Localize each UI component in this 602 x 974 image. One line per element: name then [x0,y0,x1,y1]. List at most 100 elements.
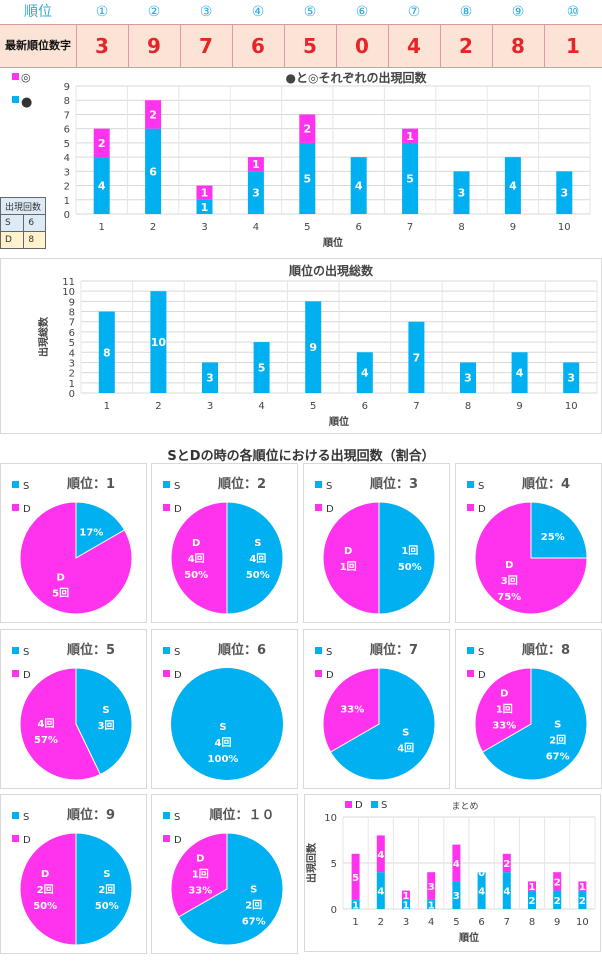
legend-label-d: D [326,504,334,515]
rank-header-6: ⑥ [355,4,369,20]
bar [299,142,316,214]
data-label: 0 [478,868,485,879]
pie-svg: 順位：8 S D S 2回 67% D 1回 33% [467,642,588,781]
y-tick-label: 1 [64,196,70,207]
y-tick-label: 5 [64,139,70,150]
bar [196,185,213,200]
legend-label-s: S [174,647,180,658]
bar [460,362,476,393]
bar [453,171,470,214]
pie-svg: 順位：4 S D 25% D 3回 75% [467,476,588,615]
legend-swatch-d [163,835,170,842]
pie-data-label: D [56,573,64,584]
pie-data-label: 3回 [501,575,518,587]
bar [93,128,110,158]
data-label: 9 [309,341,317,354]
pie-data-label: S [402,727,409,738]
bar [402,899,410,909]
pie-slice [171,668,283,780]
pie-title: 順位：1 [67,476,115,492]
legend-label-d: D [23,504,31,515]
pie-data-label: 50% [33,901,57,912]
y-tick-label: 9 [69,297,75,308]
pie-slice [177,832,284,946]
legend-swatch-s [163,647,170,654]
pie-data-label: 50% [398,562,422,573]
bar [351,853,360,900]
bar [477,872,486,909]
y-tick-label: 4 [69,348,75,359]
latest-number-4: 6 [232,25,285,67]
bar [145,128,162,214]
x-tick-label: 8 [458,222,464,233]
data-label: 1 [406,130,414,143]
rank-header-4: ④ [251,4,265,20]
bar [502,853,511,873]
pie-data-label: D [196,854,204,865]
pie-slice [322,501,380,615]
pie-section-title: SとDの時の各順位における出現回数（割合） [167,449,435,464]
pie-data-label: 17% [79,527,103,538]
pie-data-label: 4回 [249,553,266,565]
data-label: 3 [252,187,260,200]
pie-panel: 順位：１０ S D S 2回 67% D 1回 33% [151,794,298,954]
legend-label-s: S [326,481,332,492]
chart-title: まとめ [451,801,478,812]
data-label: 4 [509,180,517,193]
data-label: 4 [516,367,524,380]
bar [253,342,270,393]
legend-swatch-s [12,481,19,488]
data-label: 5 [406,172,414,185]
data-label: 5 [258,362,266,375]
y-tick-label: 10 [62,287,75,298]
legend-label-s: S [326,647,332,658]
legend-swatch-d [467,504,474,511]
rank-header-7: ⑦ [407,4,421,20]
x-tick-label: 7 [504,917,510,928]
latest-number-7: 4 [388,25,441,67]
x-axis-label: 順位 [458,931,479,944]
pie-title: 順位：6 [218,642,266,658]
bar [502,872,511,909]
y-tick-label: 7 [69,318,75,329]
data-label: 4 [478,887,485,898]
pie-slice [474,667,532,753]
y-tick-label: 2 [69,369,75,380]
pie-panel: 順位：2 S D S 4回 50% D 4回 50% [151,463,298,623]
pie-data-label: 67% [546,751,570,762]
data-label: 5 [303,172,311,185]
bar [247,157,264,172]
pie-data-label: 5回 [52,588,69,600]
latest-number-label: 最新順位数字 [0,25,77,67]
y-tick-label: 7 [64,110,70,121]
bar [553,872,562,891]
x-tick-label: 5 [304,222,310,233]
pie-svg: 順位：2 S D S 4回 50% D 4回 50% [163,476,284,615]
data-label: 1 [352,900,359,911]
legend-swatch-circle1 [12,96,19,103]
bar [98,311,115,393]
legend-label-s: S [23,812,29,823]
bar [305,301,322,393]
x-axis-label: 順位 [328,415,349,428]
pie-data-label: 2回 [98,884,115,896]
bar [427,872,436,900]
latest-number-6: 0 [336,25,389,67]
pie-data-label: 2回 [549,734,566,746]
x-tick-label: 4 [258,401,264,412]
data-label: 2 [554,896,561,907]
pie-panel: 順位：9 S D S 2回 50% D 2回 50% [0,794,147,954]
pie-title: 順位：8 [522,642,570,658]
pie-panel: 順位：8 S D S 2回 67% D 1回 33% [455,629,602,789]
legend-label-d: D [23,835,31,846]
legend-swatch-d [315,670,322,677]
bar [196,199,213,214]
pie-panel: 順位：6 S D S 4回 100% [151,629,298,789]
y-axis-label: 出現回数 [56,129,57,170]
pie-slice [170,832,228,918]
y-axis-label: 出現回数 [305,842,318,883]
x-tick-label: 4 [428,917,434,928]
legend-label-circle2: ◎ [21,71,31,84]
bar [299,114,316,143]
x-tick-label: 1 [99,222,105,233]
